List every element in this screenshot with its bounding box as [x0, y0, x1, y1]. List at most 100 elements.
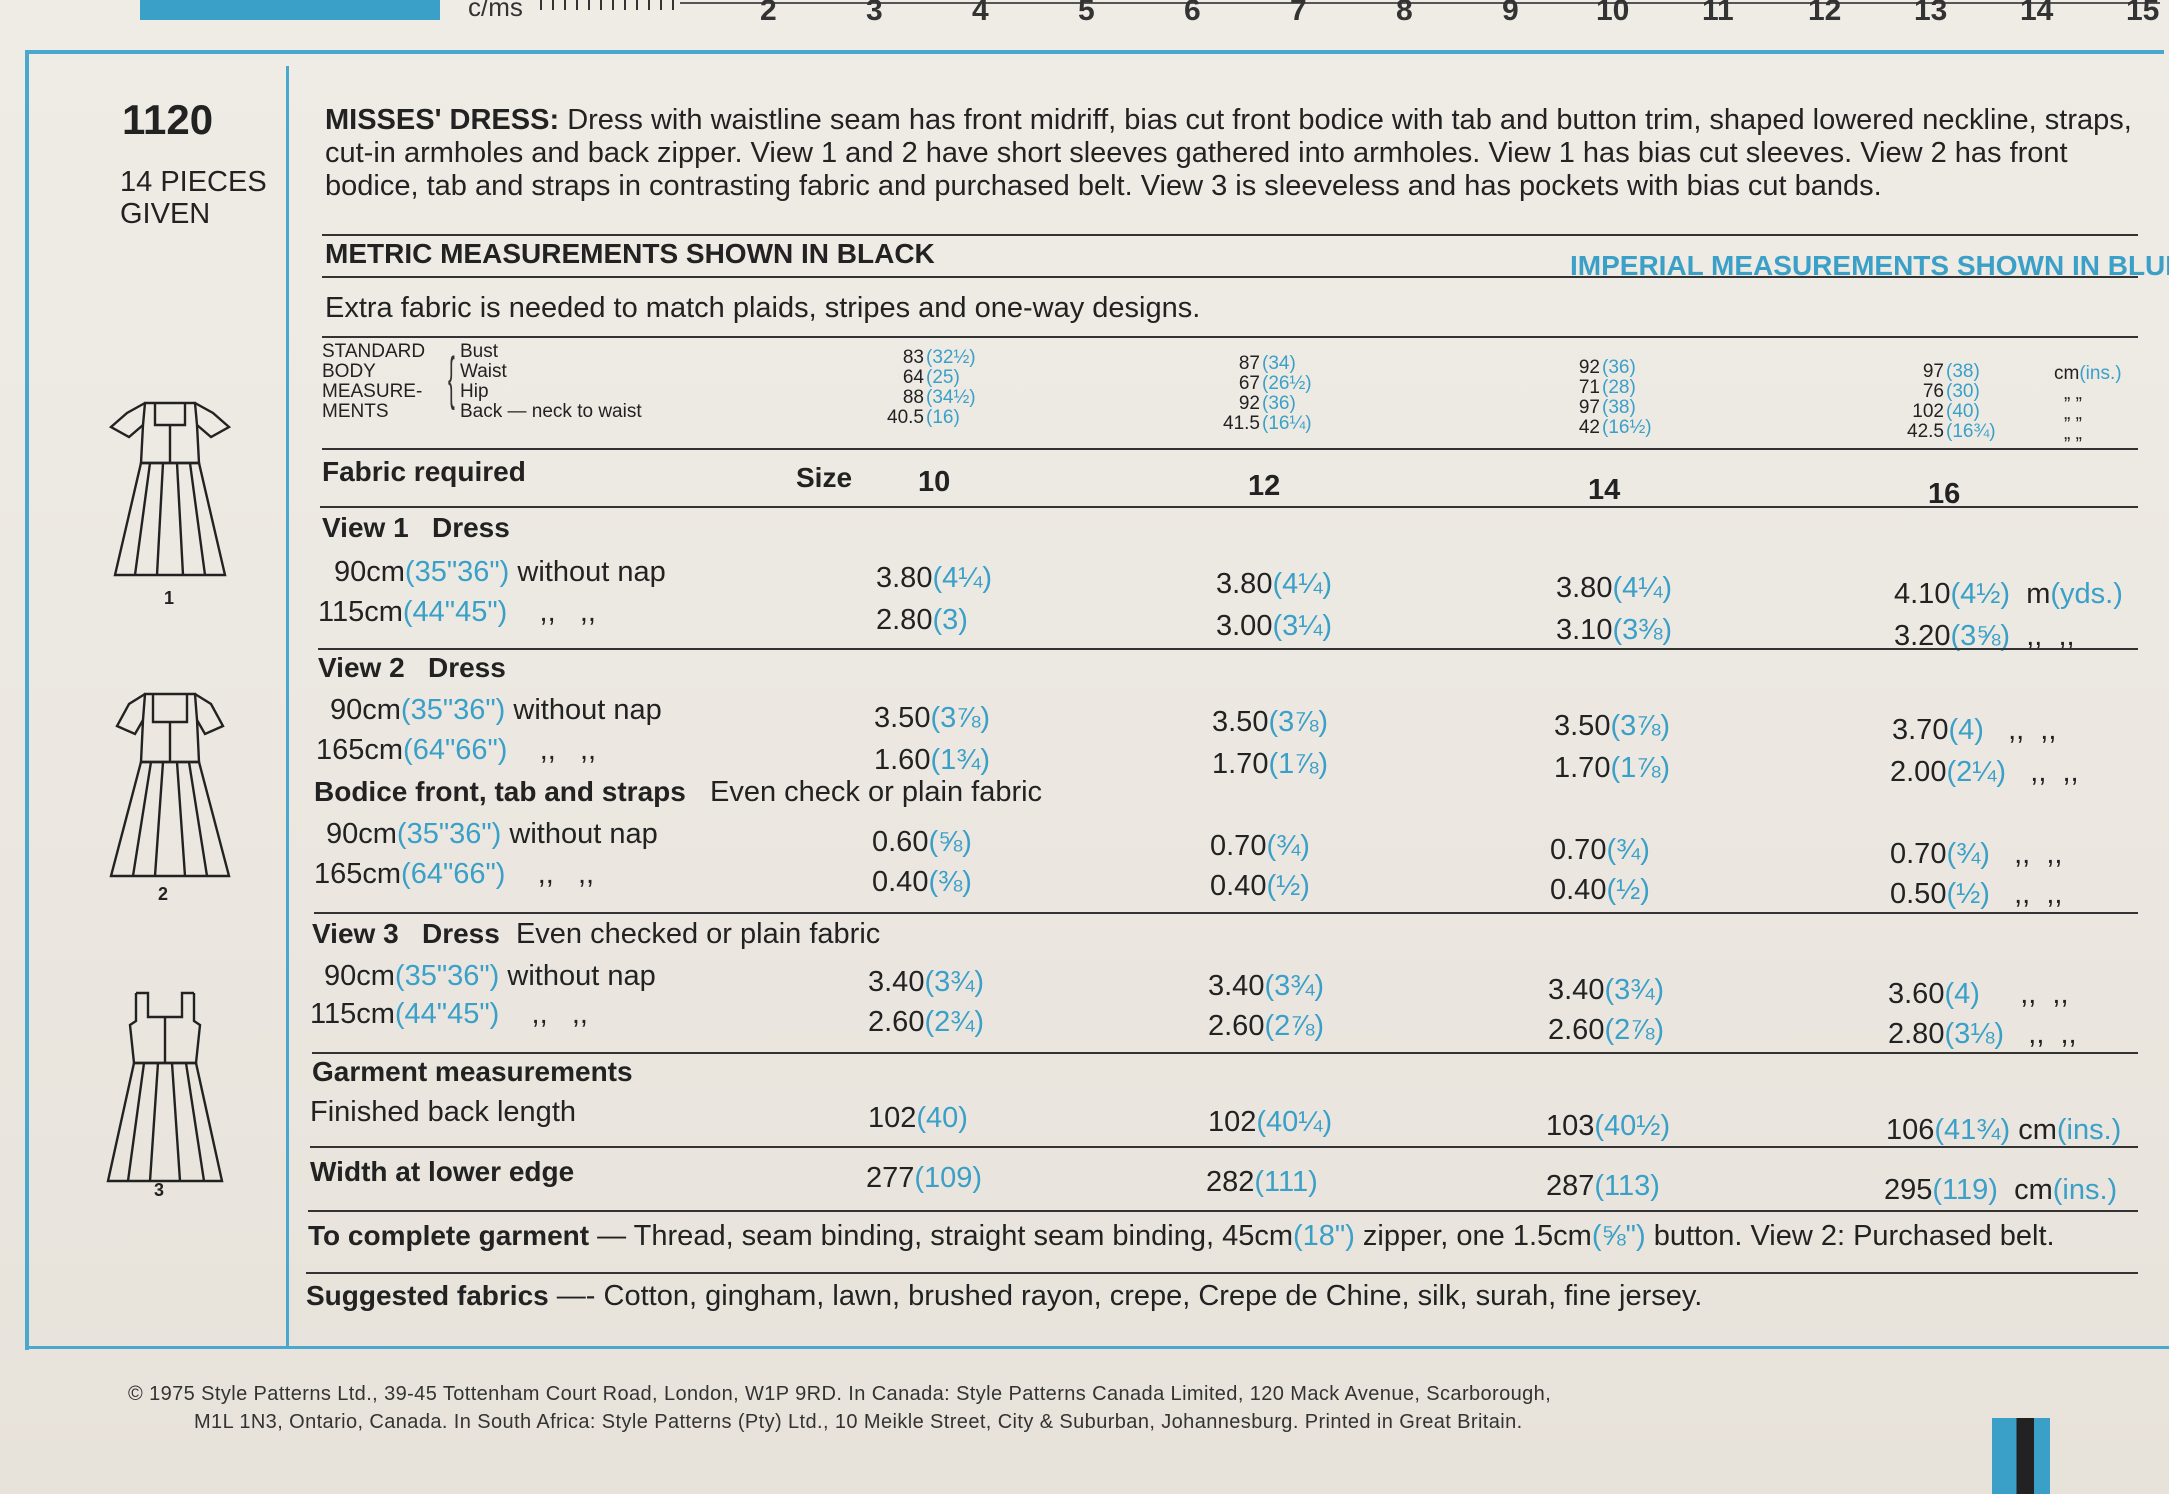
divider — [310, 1146, 2138, 1148]
width: 90cm — [330, 694, 401, 726]
value: (32½) — [926, 347, 976, 368]
value-imperial: (2¼) — [1946, 756, 2007, 788]
view2-row1-width: 90cm(35"36") without nap — [330, 694, 662, 727]
value: (36) — [1602, 357, 1636, 378]
value: 0.70 — [1550, 834, 1607, 866]
value-imperial: (3) — [932, 604, 968, 636]
value: 295 — [1884, 1174, 1933, 1206]
value-imperial: (½) — [1606, 874, 1650, 906]
value: (16) — [926, 407, 960, 428]
footer-line: M1L 1N3, Ontario, Canada. In South Afric… — [194, 1411, 1523, 1433]
width-lower-edge-label: Width at lower edge — [310, 1156, 575, 1187]
value: 2.80 — [876, 604, 933, 636]
body-rows: Bust Waist Hip Back — neck to waist — [460, 342, 642, 422]
value: 2.00 — [1890, 756, 1947, 788]
ruler-number: 6 — [1184, 0, 1201, 27]
value-imperial: (4¼) — [1612, 572, 1673, 604]
bodice-row1-size14: 0.70(¾) — [1550, 834, 1650, 867]
value: 102 — [868, 1102, 917, 1134]
value: (16¼) — [1262, 413, 1312, 434]
unit-blue: (ins.) — [2056, 1114, 2122, 1146]
value: 71 — [1578, 377, 1600, 398]
value: 282 — [1206, 1166, 1255, 1198]
value: 3.40 — [1208, 970, 1265, 1002]
value: 88 — [902, 387, 924, 408]
ruler-number: 2 — [760, 0, 777, 27]
width-imperial: (35"36") — [394, 960, 500, 992]
size-12: 12 — [1248, 470, 1281, 502]
value: 3.40 — [868, 966, 925, 998]
value-imperial: (41¾) — [1934, 1114, 2011, 1146]
ditto: ,, ,, — [2026, 620, 2075, 652]
ruler-ticks — [540, 0, 680, 10]
value-imperial: (4) — [1948, 714, 1984, 746]
bodice-row2-size12: 0.40(½) — [1210, 870, 1310, 903]
width-imperial: (35"36") — [400, 694, 506, 726]
value: 42 — [1578, 417, 1600, 438]
ruler-number: 12 — [1808, 0, 1842, 27]
ruler-blue-tab — [140, 0, 440, 20]
given-label: GIVEN — [120, 198, 211, 230]
ditto-note: ,, ,, — [539, 734, 597, 766]
value-imperial: (1¾) — [930, 744, 991, 776]
value-imperial: (3¾) — [1604, 974, 1665, 1006]
value: (16½) — [1602, 417, 1652, 438]
back-length-size16: 106(41¾) cm(ins.) — [1886, 1114, 2121, 1147]
suggested-text: —- Cotton, gingham, lawn, brushed rayon,… — [548, 1280, 1703, 1312]
complete-text: button. View 2: Purchased belt. — [1645, 1220, 2055, 1252]
view2-row1-size16: 3.70(4) ,, ,, — [1892, 714, 2056, 747]
bodice-row2-size14: 0.40(½) — [1550, 874, 1650, 907]
value: 277 — [866, 1162, 915, 1194]
view3-row2-size10: 2.60(2¾) — [868, 1006, 984, 1039]
divider — [318, 648, 2138, 650]
view2-row2-size16: 2.00(2¼) ,, ,, — [1890, 756, 2079, 789]
value: 0.40 — [872, 866, 929, 898]
value: 0.70 — [1890, 838, 1947, 870]
value-imperial: (40¼) — [1256, 1106, 1333, 1138]
value-imperial: (4½) — [1950, 578, 2011, 610]
value: 92 — [1238, 393, 1260, 414]
body-size14-imperial: (36) (28) (38) (16½) — [1602, 358, 1652, 438]
width-imperial: (64"66") — [403, 734, 508, 766]
value: 97 — [1922, 361, 1944, 382]
value: 3.20 — [1894, 620, 1951, 652]
value: 287 — [1546, 1170, 1595, 1202]
value: (16¾) — [1946, 421, 1996, 442]
ruler-number: 3 — [866, 0, 883, 27]
width-imperial: (35"36") — [396, 818, 502, 850]
value: 87 — [1238, 353, 1260, 374]
value: 0.50 — [1890, 878, 1947, 910]
bodice-row2-width: 165cm(64"66") ,, ,, — [314, 858, 594, 891]
body-size10-imperial: (32½) (25) (34½) (16) — [926, 348, 976, 428]
imperial-note: IMPERIAL MEASUREMENTS SHOWN IN BLUE — [1570, 250, 2169, 281]
divider — [312, 1052, 2138, 1054]
view2-row1-size10: 3.50(3⅞) — [874, 702, 990, 735]
size-14: 14 — [1588, 474, 1621, 506]
value: 3.00 — [1216, 610, 1273, 642]
value: 83 — [902, 347, 924, 368]
value: (40) — [1946, 401, 1980, 422]
value-imperial: (2¾) — [924, 1006, 985, 1038]
view2-row1-size12: 3.50(3⅞) — [1212, 706, 1328, 739]
value-imperial: (¾) — [1606, 834, 1650, 866]
value: (38) — [1946, 361, 1980, 382]
value: 106 — [1886, 1114, 1935, 1146]
body-size14-metric: 92 71 97 42 — [1560, 358, 1600, 438]
body-row-label: Hip — [460, 381, 489, 402]
footer-line: © 1975 Style Patterns Ltd., 39-45 Totten… — [128, 1383, 1552, 1405]
view3-note: Even checked or plain fabric — [515, 918, 881, 950]
divider — [322, 336, 2138, 338]
view3-row2-width: 115cm(44"45") ,, ,, — [310, 998, 588, 1031]
value: (30) — [1946, 381, 1980, 402]
value: 1.60 — [874, 744, 931, 776]
suggested-title: Suggested fabrics — [306, 1280, 549, 1311]
value-imperial: (119) — [1932, 1174, 1998, 1206]
extra-fabric-note: Extra fabric is needed to match plaids, … — [325, 292, 1201, 324]
body-size16-imperial: (38) (30) (40) (16¾) — [1946, 362, 1996, 442]
view2-number: 2 — [158, 884, 169, 904]
view1-row2-width: 115cm(44"45") ,, ,, — [318, 596, 596, 629]
value-imperial: (3⅜) — [1612, 614, 1673, 646]
value-imperial: (¾) — [1946, 838, 1990, 870]
value-imperial: (40½) — [1594, 1110, 1671, 1142]
size-16: 16 — [1928, 478, 1961, 510]
